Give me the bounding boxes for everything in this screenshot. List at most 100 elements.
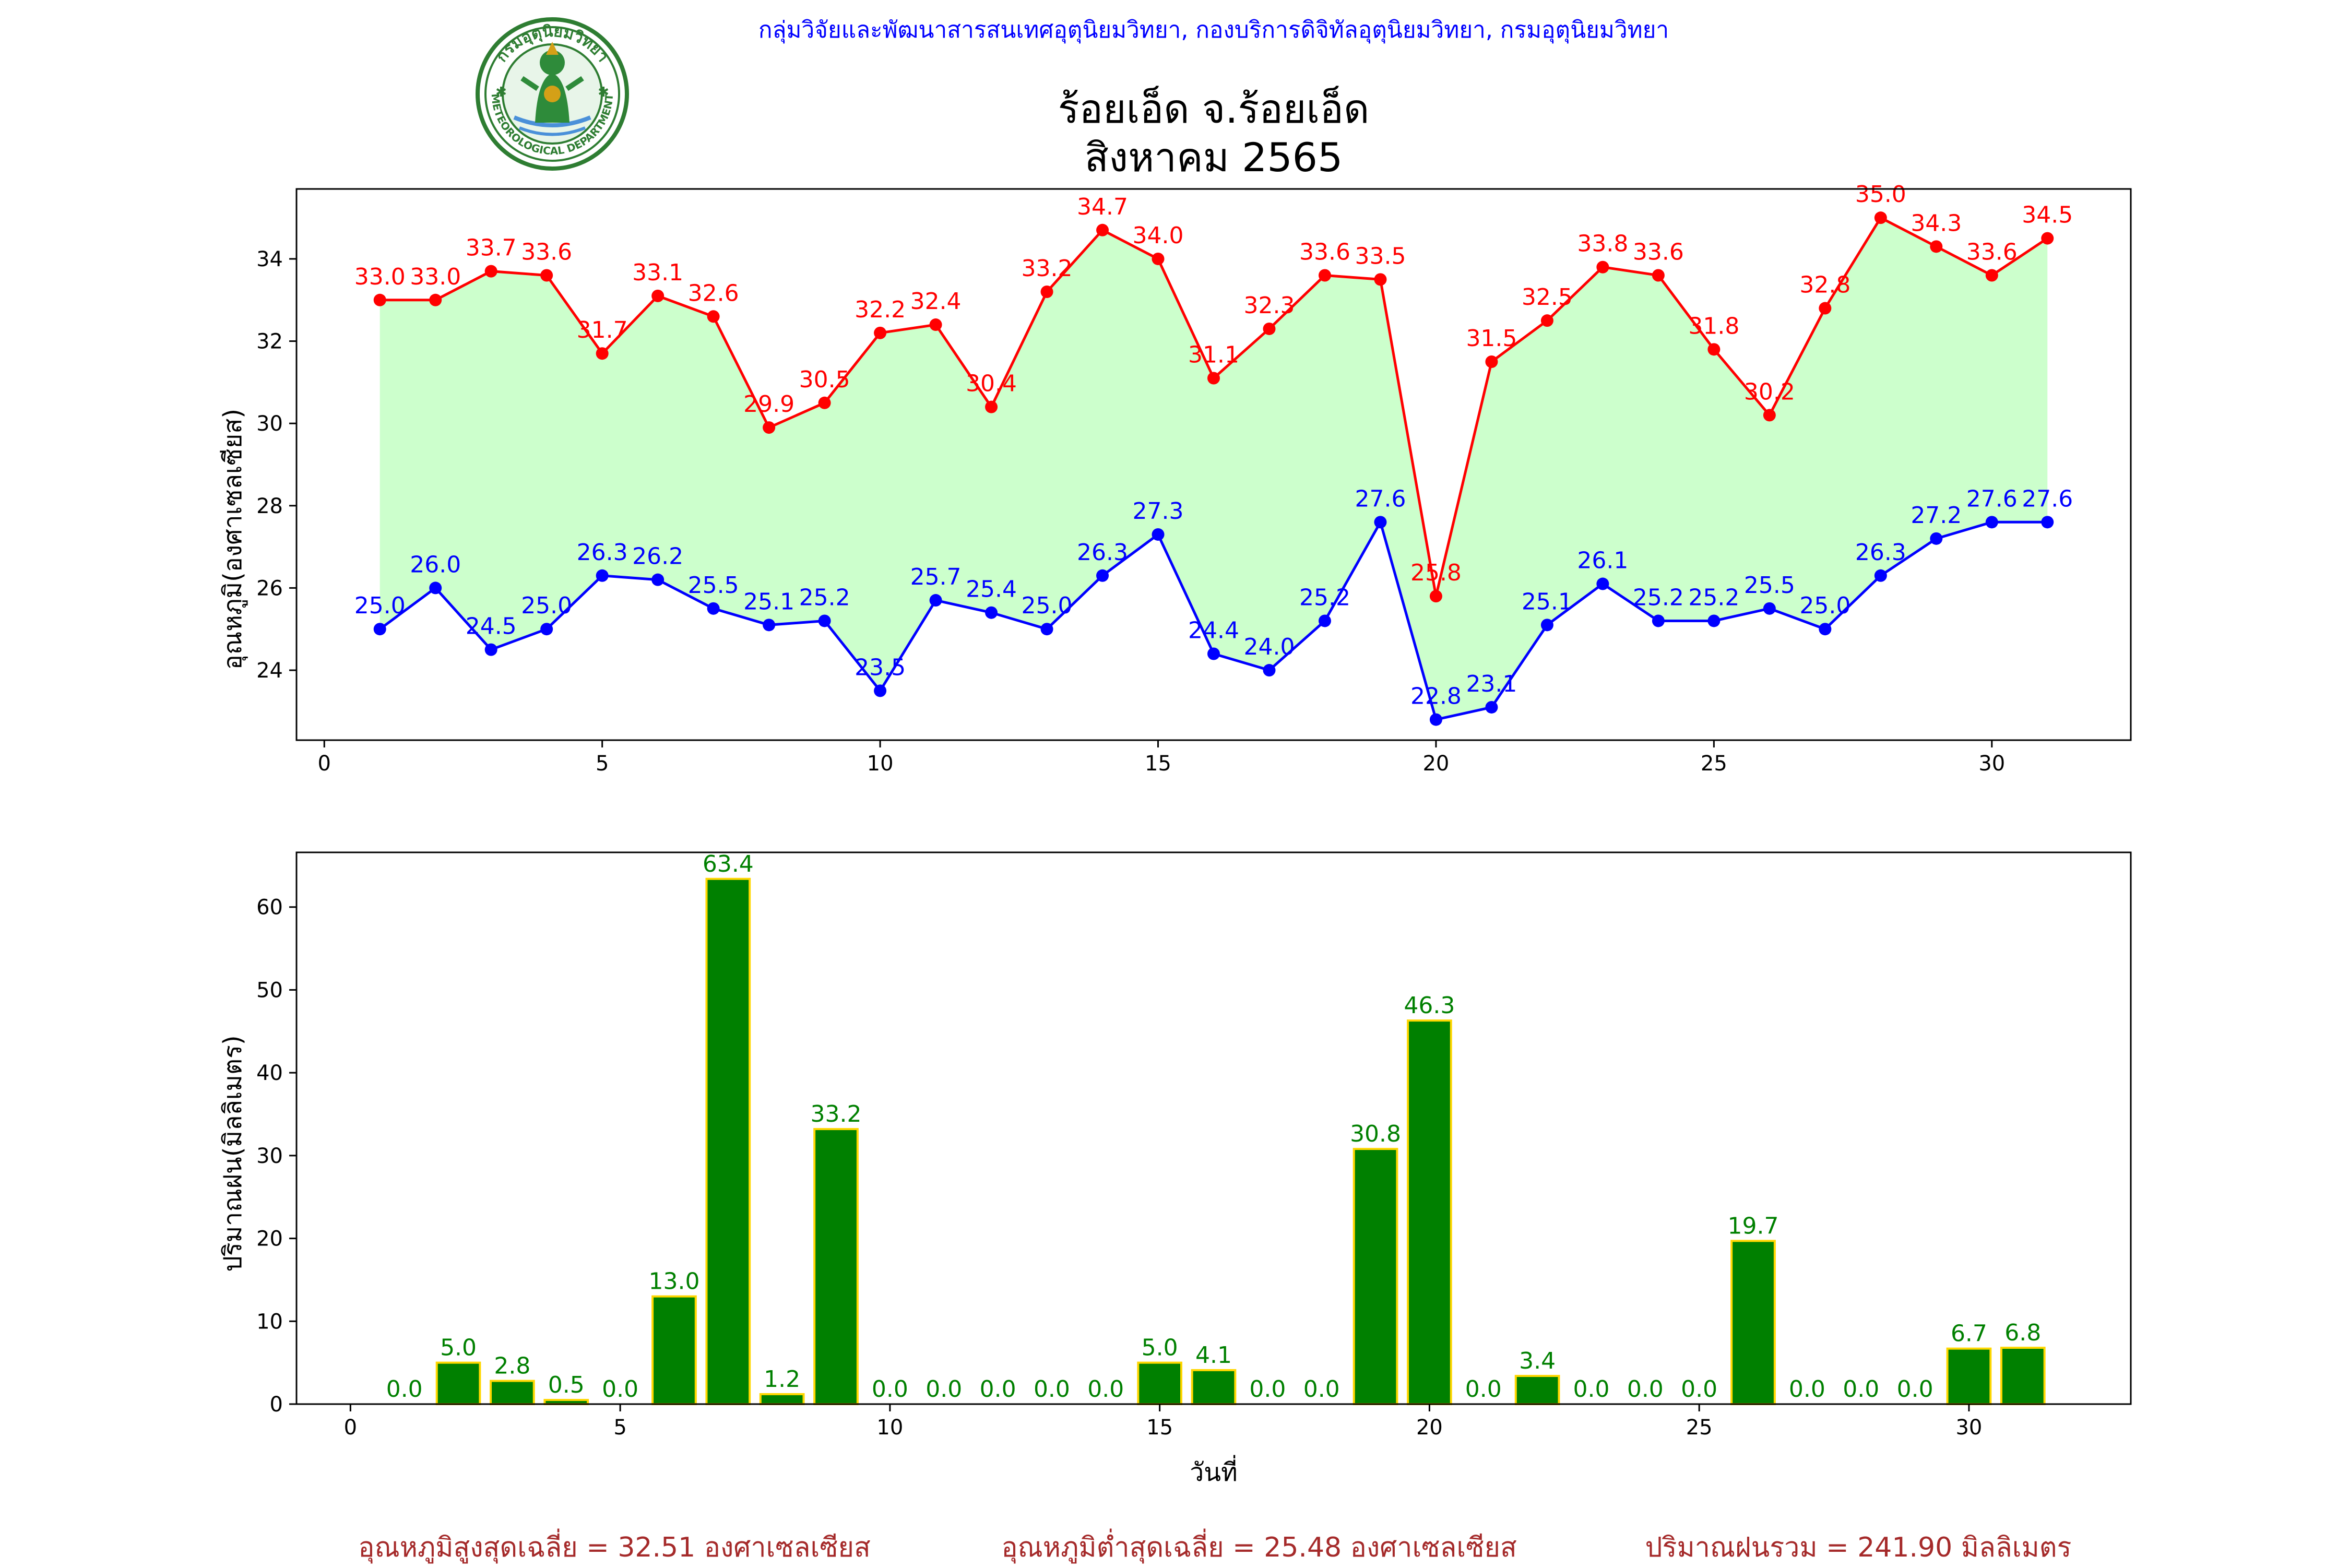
rainfall-label: 0.0 xyxy=(980,1376,1016,1403)
max-temperature-point xyxy=(2041,232,2054,245)
rainfall-label: 2.8 xyxy=(494,1353,530,1380)
svg-text:✱: ✱ xyxy=(598,85,609,100)
min-temperature-label: 27.2 xyxy=(1911,502,1962,529)
max-temperature-label: 33.2 xyxy=(1022,255,1073,282)
min-temperature-label: 25.2 xyxy=(1633,584,1684,611)
max-temperature-label: 34.7 xyxy=(1077,194,1128,220)
rainfall-y-tick-label: 20 xyxy=(256,1227,283,1251)
rainfall-label: 46.3 xyxy=(1404,992,1455,1019)
max-temperature-point xyxy=(1874,211,1887,224)
temperature-x-tick-label: 20 xyxy=(1422,752,1449,776)
rainfall-label: 4.1 xyxy=(1195,1342,1232,1369)
min-temperature-label: 27.3 xyxy=(1133,498,1184,525)
min-temperature-label: 24.4 xyxy=(1188,617,1239,644)
max-temperature-point xyxy=(1096,223,1109,236)
rainfall-label: 19.7 xyxy=(1728,1213,1779,1239)
min-temperature-point xyxy=(1596,577,1609,590)
rainfall-bar xyxy=(705,877,751,1405)
min-temperature-point xyxy=(540,623,553,636)
max-temperature-label: 33.0 xyxy=(410,264,461,290)
max-temperature-point xyxy=(373,293,386,306)
temperature-y-tick-label: 26 xyxy=(256,576,283,600)
rainfall-label: 0.0 xyxy=(1303,1376,1340,1403)
min-temperature-point xyxy=(1930,532,1943,545)
rainfall-label: 0.0 xyxy=(872,1376,908,1403)
max-temperature-point xyxy=(707,310,720,323)
temperature-x-tick-label: 0 xyxy=(318,752,331,776)
average-min-temperature: อุณหภูมิต่ำสุดเฉลี่ย = 25.48 องศาเซลเซีย… xyxy=(1001,1528,1516,1564)
rainfall-bar xyxy=(1191,1369,1237,1406)
max-temperature-point xyxy=(429,293,442,306)
max-temperature-label: 35.0 xyxy=(1855,181,1906,208)
min-temperature-label: 27.6 xyxy=(2022,485,2073,512)
rainfall-label: 0.0 xyxy=(386,1376,423,1403)
max-temperature-label: 31.8 xyxy=(1688,313,1739,339)
rainfall-x-tick-label: 20 xyxy=(1416,1416,1443,1440)
max-temperature-label: 32.8 xyxy=(1799,272,1850,299)
max-temperature-point xyxy=(1819,302,1832,315)
min-temperature-point xyxy=(1152,528,1165,541)
rainfall-y-tick-label: 60 xyxy=(256,896,283,920)
rainfall-y-tick-label: 0 xyxy=(270,1393,283,1417)
rainfall-bar xyxy=(1353,1148,1398,1406)
max-temperature-point xyxy=(818,396,831,409)
temperature-y-tick-label: 24 xyxy=(256,659,283,683)
min-temperature-label: 25.2 xyxy=(1688,584,1739,611)
min-temperature-label: 26.2 xyxy=(632,543,683,570)
max-temperature-label: 30.4 xyxy=(966,371,1017,397)
min-temperature-label: 23.1 xyxy=(1466,671,1517,697)
min-temperature-label: 22.8 xyxy=(1410,683,1462,710)
min-temperature-point xyxy=(2041,516,2054,529)
min-temperature-point xyxy=(1207,647,1220,660)
min-temperature-label: 27.6 xyxy=(1966,485,2018,512)
rainfall-bar xyxy=(813,1128,859,1406)
max-temperature-label: 33.6 xyxy=(1966,239,2018,265)
rainfall-bar xyxy=(759,1393,805,1405)
min-temperature-point xyxy=(1429,713,1442,726)
max-temperature-label: 31.7 xyxy=(577,317,628,343)
min-temperature-label: 25.0 xyxy=(521,592,572,619)
max-temperature-label: 33.1 xyxy=(632,259,683,286)
min-temperature-point xyxy=(1763,602,1776,615)
max-temperature-point xyxy=(1596,260,1609,274)
rainfall-y-tick-label: 10 xyxy=(256,1310,283,1334)
rainfall-plot-frame xyxy=(295,851,2132,1405)
rainfall-label: 0.0 xyxy=(1843,1376,1879,1403)
min-temperature-point xyxy=(763,619,776,632)
rainfall-label: 6.8 xyxy=(2004,1320,2041,1346)
min-temperature-label: 25.5 xyxy=(688,572,739,599)
rainfall-label: 6.7 xyxy=(1951,1321,1987,1347)
rainfall-y-axis-label: ปริมาณฝน(มิลลิเมตร) xyxy=(218,1035,247,1272)
rainfall-label: 5.0 xyxy=(1142,1335,1178,1361)
rainfall-bar xyxy=(1514,1375,1560,1406)
average-max-temperature: อุณหภูมิสูงสุดเฉลี่ย = 32.51 องศาเซลเซีย… xyxy=(358,1528,871,1564)
max-temperature-label: 34.3 xyxy=(1911,210,1962,236)
min-temperature-label: 23.5 xyxy=(855,654,906,681)
min-temperature-label: 24.0 xyxy=(1244,634,1295,660)
max-temperature-label: 34.0 xyxy=(1133,222,1184,249)
min-temperature-point xyxy=(484,643,497,656)
max-temperature-point xyxy=(1374,273,1387,286)
max-temperature-label: 33.0 xyxy=(354,264,406,290)
min-temperature-label: 25.5 xyxy=(1744,572,1795,599)
max-temperature-point xyxy=(1318,269,1331,282)
min-temperature-point xyxy=(929,594,942,607)
rainfall-x-tick-label: 0 xyxy=(344,1416,357,1440)
meteorological-department-logo-icon: ✱ ✱ กรมอุตุนิยมวิทยา METEOROLOGICAL DEPA… xyxy=(476,17,629,171)
min-temperature-point xyxy=(1263,664,1276,677)
min-temperature-point xyxy=(707,602,720,615)
max-temperature-label: 31.1 xyxy=(1188,342,1239,369)
min-temperature-point xyxy=(429,581,442,595)
max-temperature-point xyxy=(540,269,553,282)
temperature-range-fill xyxy=(379,218,2048,720)
min-temperature-point xyxy=(1540,619,1553,632)
rainfall-bar xyxy=(1946,1347,1992,1406)
max-temperature-point xyxy=(1763,409,1776,422)
min-temperature-label: 25.2 xyxy=(1299,584,1350,611)
total-rainfall: ปริมาณฝนรวม = 241.90 มิลลิเมตร xyxy=(1645,1532,2072,1563)
max-temperature-point xyxy=(1652,269,1665,282)
rainfall-x-tick-label: 15 xyxy=(1146,1416,1173,1440)
min-temperature-label: 25.2 xyxy=(799,584,850,611)
temperature-y-tick-label: 32 xyxy=(256,330,283,354)
